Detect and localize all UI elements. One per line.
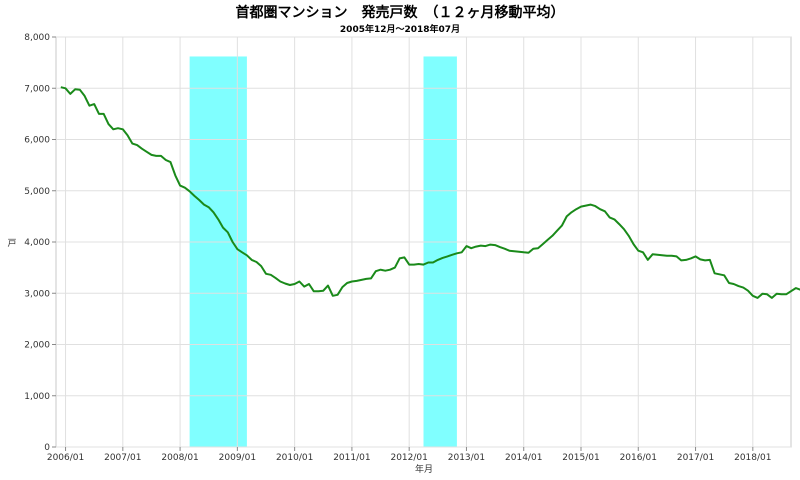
x-tick-label: 2018/01 (734, 453, 771, 463)
y-axis-label: 戸 (7, 238, 16, 249)
y-axis: 0 1,000 2,000 3,000 4,000 5,000 6,000 7,000 8,00… (24, 33, 56, 453)
x-tick-label: 2017/01 (677, 453, 714, 463)
chart-title: 首都圏マンション 発売戸数 （１２ヶ月移動平均） (236, 4, 565, 21)
y-tick-label: 6,000 (24, 136, 50, 146)
gridlines (56, 36, 791, 448)
y-tick-label: 4,000 (24, 238, 50, 248)
x-axis: 2006/01 2007/01 2008/01 2009/01 2010/01 2011/… (47, 447, 772, 463)
y-tick-label: 8,000 (24, 33, 50, 43)
y-tick-label: 7,000 (24, 84, 50, 94)
series-layer (60, 86, 800, 299)
shaded-period-1 (189, 56, 247, 447)
x-tick-label: 2009/01 (219, 453, 256, 463)
x-tick-label: 2015/01 (562, 453, 599, 463)
x-axis-label: 年月 (415, 463, 433, 475)
y-tick-label: 0 (44, 443, 50, 453)
x-tick-label: 2011/01 (333, 453, 370, 463)
x-tick-label: 2007/01 (104, 453, 141, 463)
y-tick-label: 5,000 (24, 187, 50, 197)
x-tick-label: 2010/01 (276, 453, 313, 463)
x-tick-label: 2012/01 (390, 453, 427, 463)
x-tick-label: 2016/01 (620, 453, 657, 463)
shaded-period-2 (423, 56, 457, 447)
series-line-1 (60, 86, 800, 299)
x-tick-label: 2006/01 (47, 453, 84, 463)
chart-subtitle: 2005年12月～2018年07月 (340, 23, 460, 35)
y-tick-label: 2,000 (24, 341, 50, 351)
y-tick-label: 1,000 (24, 392, 50, 402)
x-tick-label: 2008/01 (161, 453, 198, 463)
x-tick-label: 2014/01 (505, 453, 542, 463)
x-tick-label: 2013/01 (448, 453, 485, 463)
y-tick-label: 3,000 (24, 289, 50, 299)
